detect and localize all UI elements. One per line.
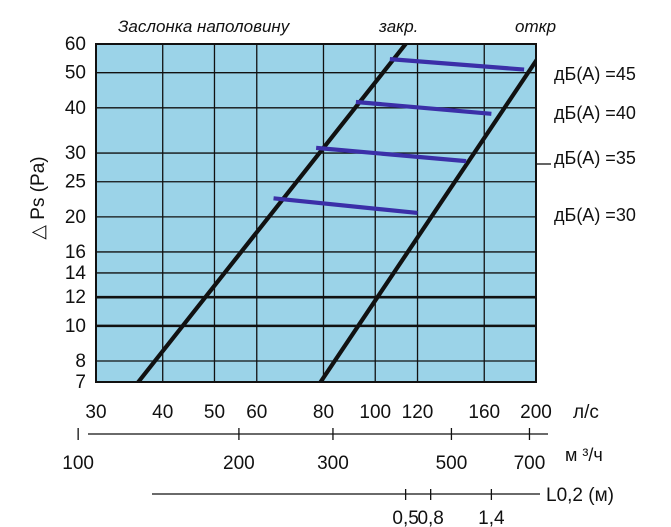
x-tick-m3h-500: 500 xyxy=(436,453,468,474)
x-unit-l02: L0,2 (м) xyxy=(546,485,614,506)
x-tick-m3h-200: 200 xyxy=(223,453,255,474)
noise-label-3: дБ(А) =30 xyxy=(554,205,636,225)
x-tick-ls-80: 80 xyxy=(313,402,334,423)
x-tick-ls-160: 160 xyxy=(468,402,500,423)
x-tick-m3h-300: 300 xyxy=(317,453,349,474)
x-tick-m3h-700: 700 xyxy=(514,453,546,474)
y-tick-25: 25 xyxy=(65,172,86,193)
y-tick-12: 12 xyxy=(65,287,86,308)
x-tick-ls-30: 30 xyxy=(85,402,106,423)
x-tick-ls-100: 100 xyxy=(359,402,391,423)
noise-label-2: дБ(А) =35 xyxy=(554,148,636,168)
y-tick-8: 8 xyxy=(75,351,86,372)
y-tick-50: 50 xyxy=(65,63,86,84)
y-tick-40: 40 xyxy=(65,98,86,119)
x-tick-ls-60: 60 xyxy=(246,402,267,423)
noise-line-1 xyxy=(355,99,492,116)
label-open: откр xyxy=(515,17,556,36)
label-half-closed: Заслонка наполовину xyxy=(118,17,291,36)
noise-label-1: дБ(А) =40 xyxy=(554,103,636,123)
y-axis-title: △ Ps (Pa) xyxy=(28,156,49,239)
y-tick-20: 20 xyxy=(65,207,86,228)
label-closed: закр. xyxy=(378,17,418,36)
y-tick-60: 60 xyxy=(65,34,86,55)
x-tick-ls-120: 120 xyxy=(402,402,434,423)
y-tick-16: 16 xyxy=(65,242,86,263)
x-tick-l02-0,8: 0,8 xyxy=(417,508,443,527)
plot-background xyxy=(96,44,536,382)
noise-lines: дБ(А) =45 дБ(А) =40 дБ(А) =35 дБ(А) =30 xyxy=(273,57,636,225)
y-tick-10: 10 xyxy=(65,316,86,337)
y-tick-7: 7 xyxy=(75,372,86,393)
x-tick-l02-0,5: 0,5 xyxy=(392,508,418,527)
x-axes: 30 40 50 60 80 100 120 160 200 л/с 100 200 300 500 700… xyxy=(62,402,614,527)
x-tick-ls-50: 50 xyxy=(204,402,225,423)
series-line-closed xyxy=(135,44,409,382)
x-tick-m3h-100: 100 xyxy=(62,453,94,474)
plot-frame xyxy=(95,43,537,383)
x-tick-ls-200: 200 xyxy=(520,402,552,423)
series-line-open xyxy=(318,57,536,382)
y-tick-30: 30 xyxy=(65,143,86,164)
y-tick-14: 14 xyxy=(65,263,87,284)
x-tick-ls-40: 40 xyxy=(152,402,173,423)
x-unit-ls: л/с xyxy=(573,402,599,423)
noise-line-0 xyxy=(389,57,525,72)
series-layer xyxy=(135,44,536,382)
noise-line-2 xyxy=(315,145,467,164)
noise-label-0: дБ(А) =45 xyxy=(554,64,636,84)
x-tick-l02-1,4: 1,4 xyxy=(478,508,505,527)
noise-line-3 xyxy=(273,196,418,216)
x-unit-m3h: м ³/ч xyxy=(565,445,603,465)
